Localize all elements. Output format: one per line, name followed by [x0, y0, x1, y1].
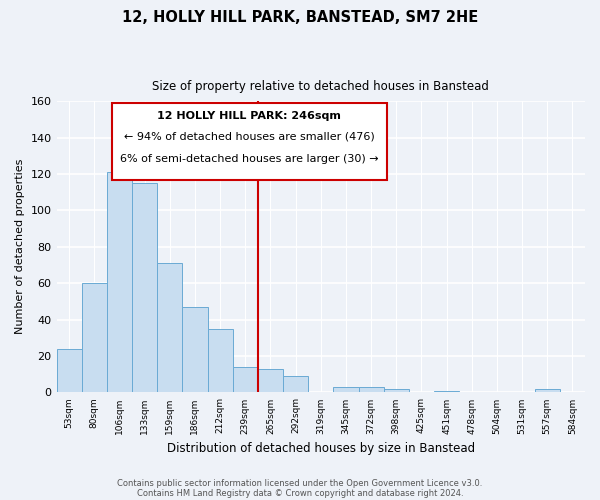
Bar	[283, 376, 308, 392]
Title: Size of property relative to detached houses in Banstead: Size of property relative to detached ho…	[152, 80, 489, 93]
Bar	[383, 389, 409, 392]
Bar	[258, 369, 283, 392]
Bar	[182, 307, 208, 392]
FancyBboxPatch shape	[112, 102, 387, 180]
Bar	[359, 387, 383, 392]
Bar	[233, 367, 258, 392]
Bar	[132, 183, 157, 392]
Y-axis label: Number of detached properties: Number of detached properties	[15, 159, 25, 334]
Bar	[535, 389, 560, 392]
Bar	[82, 283, 107, 393]
Text: Contains HM Land Registry data © Crown copyright and database right 2024.: Contains HM Land Registry data © Crown c…	[137, 488, 463, 498]
Text: ← 94% of detached houses are smaller (476): ← 94% of detached houses are smaller (47…	[124, 132, 375, 141]
Bar	[157, 263, 182, 392]
Bar	[107, 172, 132, 392]
Text: 12 HOLLY HILL PARK: 246sqm: 12 HOLLY HILL PARK: 246sqm	[157, 112, 341, 122]
Bar	[56, 348, 82, 393]
Text: Contains public sector information licensed under the Open Government Licence v3: Contains public sector information licen…	[118, 478, 482, 488]
X-axis label: Distribution of detached houses by size in Banstead: Distribution of detached houses by size …	[167, 442, 475, 455]
Bar	[334, 387, 359, 392]
Text: 12, HOLLY HILL PARK, BANSTEAD, SM7 2HE: 12, HOLLY HILL PARK, BANSTEAD, SM7 2HE	[122, 10, 478, 25]
Bar	[208, 328, 233, 392]
Bar	[434, 390, 459, 392]
Text: 6% of semi-detached houses are larger (30) →: 6% of semi-detached houses are larger (3…	[120, 154, 379, 164]
